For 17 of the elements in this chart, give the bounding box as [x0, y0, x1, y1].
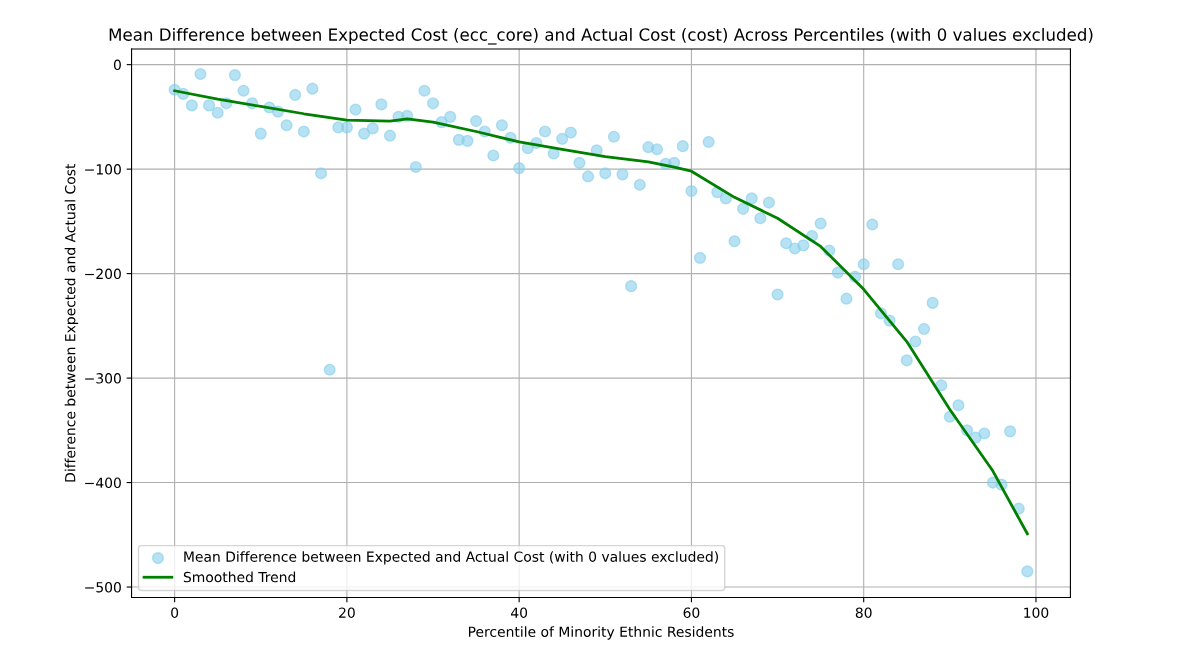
- x-tick-label: 100: [1024, 607, 1049, 618]
- x-tick-label: 80: [855, 607, 872, 618]
- y-tick-label: −500: [85, 582, 121, 593]
- y-tick-label: 0: [113, 59, 121, 71]
- x-tick-label: 0: [171, 607, 179, 618]
- x-tick-label: 40: [511, 607, 528, 618]
- y-tick-label: −200: [85, 268, 121, 280]
- legend-label: Smoothed Trend: [183, 571, 296, 583]
- y-tick-label: −400: [85, 477, 121, 489]
- x-tick-label: 20: [339, 607, 355, 618]
- x-axis-title: Percentile of Minority Ethnic Residents: [468, 626, 734, 640]
- chart-title: Mean Difference between Expected Cost (ecc_core) and Actual Cost (cost) Across Percentiles (with 0 values excluded): [109, 27, 1093, 45]
- y-tick-label: −100: [85, 164, 121, 175]
- y-axis-title: Difference between Expected and Actual Cost: [64, 163, 79, 482]
- x-tick-label: 60: [683, 607, 700, 618]
- y-tick-label: −300: [85, 373, 121, 384]
- legend-label: Mean Difference between Expected and Actual Cost (with 0 values excluded): [184, 551, 718, 565]
